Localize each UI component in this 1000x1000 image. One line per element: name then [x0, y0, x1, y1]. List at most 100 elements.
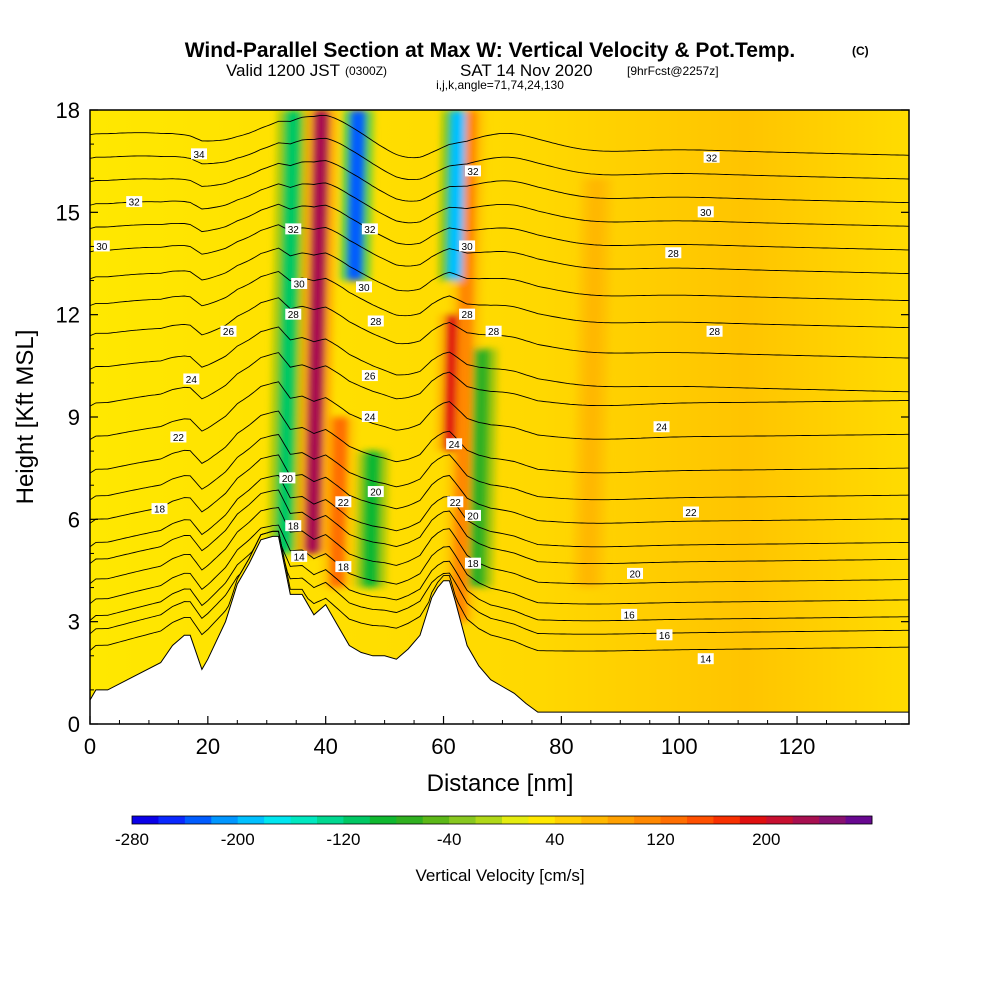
colorbar-tick-label-3: -40	[437, 830, 462, 849]
contour-label-text: 32	[129, 198, 141, 209]
colorbar-swatch-7	[317, 816, 344, 824]
theta-contour-35	[90, 114, 909, 159]
colorbar-tick-label-6: 200	[752, 830, 780, 849]
contour-label-5: 22	[170, 431, 187, 444]
contour-labels: 34 32 30 26 24 22 18 20 18 14 32 30 28 22 18 32 30 28 26 24…	[93, 148, 723, 666]
contour-label-bg	[697, 653, 714, 665]
contour-label-33: 24	[653, 421, 670, 434]
contour-label-text: 22	[685, 508, 697, 519]
colorbar-tick-label-4: 40	[545, 830, 564, 849]
colorbar-swatch-18	[607, 816, 635, 824]
contour-label-bg	[627, 567, 644, 579]
colorbar-swatch-25	[792, 816, 820, 824]
contour-label-bg	[361, 411, 378, 422]
theta-contour-32	[90, 182, 909, 227]
contour-label-text: 28	[709, 327, 721, 338]
colorbar-tick-label-1: -200	[221, 830, 255, 849]
contour-label-bg	[682, 506, 699, 518]
contour-label-text: 26	[364, 372, 376, 383]
contour-label-text: 30	[462, 242, 474, 253]
contour-label-text: 32	[364, 225, 376, 236]
contour-label-29: 32	[703, 151, 720, 164]
contour-label-bg	[459, 240, 476, 252]
contour-label-4: 24	[183, 373, 200, 386]
contour-label-text: 20	[282, 474, 294, 485]
contour-label-bg	[656, 629, 673, 641]
contour-label-bg	[464, 165, 481, 177]
contour-label-bg	[447, 496, 464, 508]
contour-label-text: 30	[294, 279, 306, 290]
colorbar-swatch-8	[343, 816, 371, 824]
contour-label-text: 18	[338, 563, 350, 574]
x-tick-label-40: 40	[313, 734, 337, 759]
contour-label-7: 20	[279, 472, 296, 485]
theta-contour-26	[90, 326, 909, 393]
contour-label-bg	[285, 520, 302, 532]
contour-label-text: 24	[656, 423, 668, 434]
contour-label-bg	[151, 503, 168, 515]
contour-label-bg	[485, 325, 502, 337]
contour-label-text: 18	[467, 559, 479, 570]
theta-contour-22	[90, 434, 909, 501]
theta-contour-25	[90, 352, 909, 407]
contour-label-38: 14	[697, 653, 714, 666]
contour-label-text: 16	[624, 610, 636, 621]
contour-label-text: 28	[488, 327, 500, 338]
x-tick-label-20: 20	[196, 734, 220, 759]
contour-label-bg	[279, 472, 296, 484]
colorbar-swatch-16	[554, 816, 582, 824]
y-tick-label-12: 12	[56, 303, 80, 328]
contour-label-bg	[464, 509, 481, 521]
colorbar-swatch-14	[502, 816, 529, 824]
downdraft-band-2	[447, 110, 466, 281]
colorbar-swatch-3	[211, 816, 239, 824]
contour-label-bg	[291, 277, 308, 289]
y-axis-label: Height [Kft MSL]	[12, 330, 39, 505]
colorbar-swatch-19	[634, 816, 661, 824]
downdraft-band-0	[276, 110, 301, 554]
contour-label-bg	[335, 561, 352, 573]
theta-contour-30	[90, 224, 909, 275]
colorbar-swatch-23	[739, 816, 767, 824]
colorbar-swatch-24	[766, 816, 794, 824]
contour-label-text: 34	[193, 150, 205, 161]
colorbar-swatch-0	[132, 816, 159, 824]
contour-label-1: 32	[126, 196, 143, 209]
colorbar-swatch-11	[422, 816, 450, 824]
updraft-band-3	[451, 110, 478, 622]
contour-label-27: 20	[464, 509, 481, 522]
colorbar-tick-label-2: -120	[326, 830, 360, 849]
colorbar-swatch-22	[713, 816, 741, 824]
updraft-band-4	[580, 178, 605, 588]
colorbar-swatch-17	[581, 816, 609, 824]
contour-label-31: 28	[665, 247, 682, 260]
contour-label-bg	[93, 240, 110, 252]
x-tick-label-0: 0	[84, 734, 96, 759]
contour-label-bg	[446, 438, 463, 450]
velocity-field	[268, 110, 613, 622]
contour-label-bg	[361, 223, 378, 235]
contour-label-30: 30	[697, 206, 714, 219]
colorbar-tick-label-0: -280	[115, 830, 149, 849]
contour-label-9: 14	[291, 550, 308, 563]
grid-indices: i,j,k,angle=71,74,24,130	[436, 78, 564, 92]
contour-label-18: 26	[361, 370, 378, 383]
contour-label-28: 18	[464, 557, 481, 570]
colorbar-swatch-20	[660, 816, 688, 824]
theta-contour-29	[90, 247, 909, 302]
y-tick-label-18: 18	[56, 98, 80, 123]
contour-label-6: 18	[151, 503, 168, 516]
theta-contour-17	[90, 524, 909, 605]
theta-contour-31	[90, 203, 909, 251]
x-axis-label: Distance [nm]	[427, 770, 574, 797]
contour-label-bg	[464, 557, 481, 569]
y-tick-label-15: 15	[56, 200, 80, 225]
contour-label-text: 30	[358, 283, 370, 294]
contour-label-text: 24	[186, 375, 198, 386]
contour-label-24: 28	[485, 325, 502, 338]
contour-label-bg	[459, 308, 476, 320]
contour-label-21: 32	[464, 165, 481, 178]
colorbar-swatch-4	[237, 816, 265, 824]
contour-label-bg	[653, 421, 670, 433]
